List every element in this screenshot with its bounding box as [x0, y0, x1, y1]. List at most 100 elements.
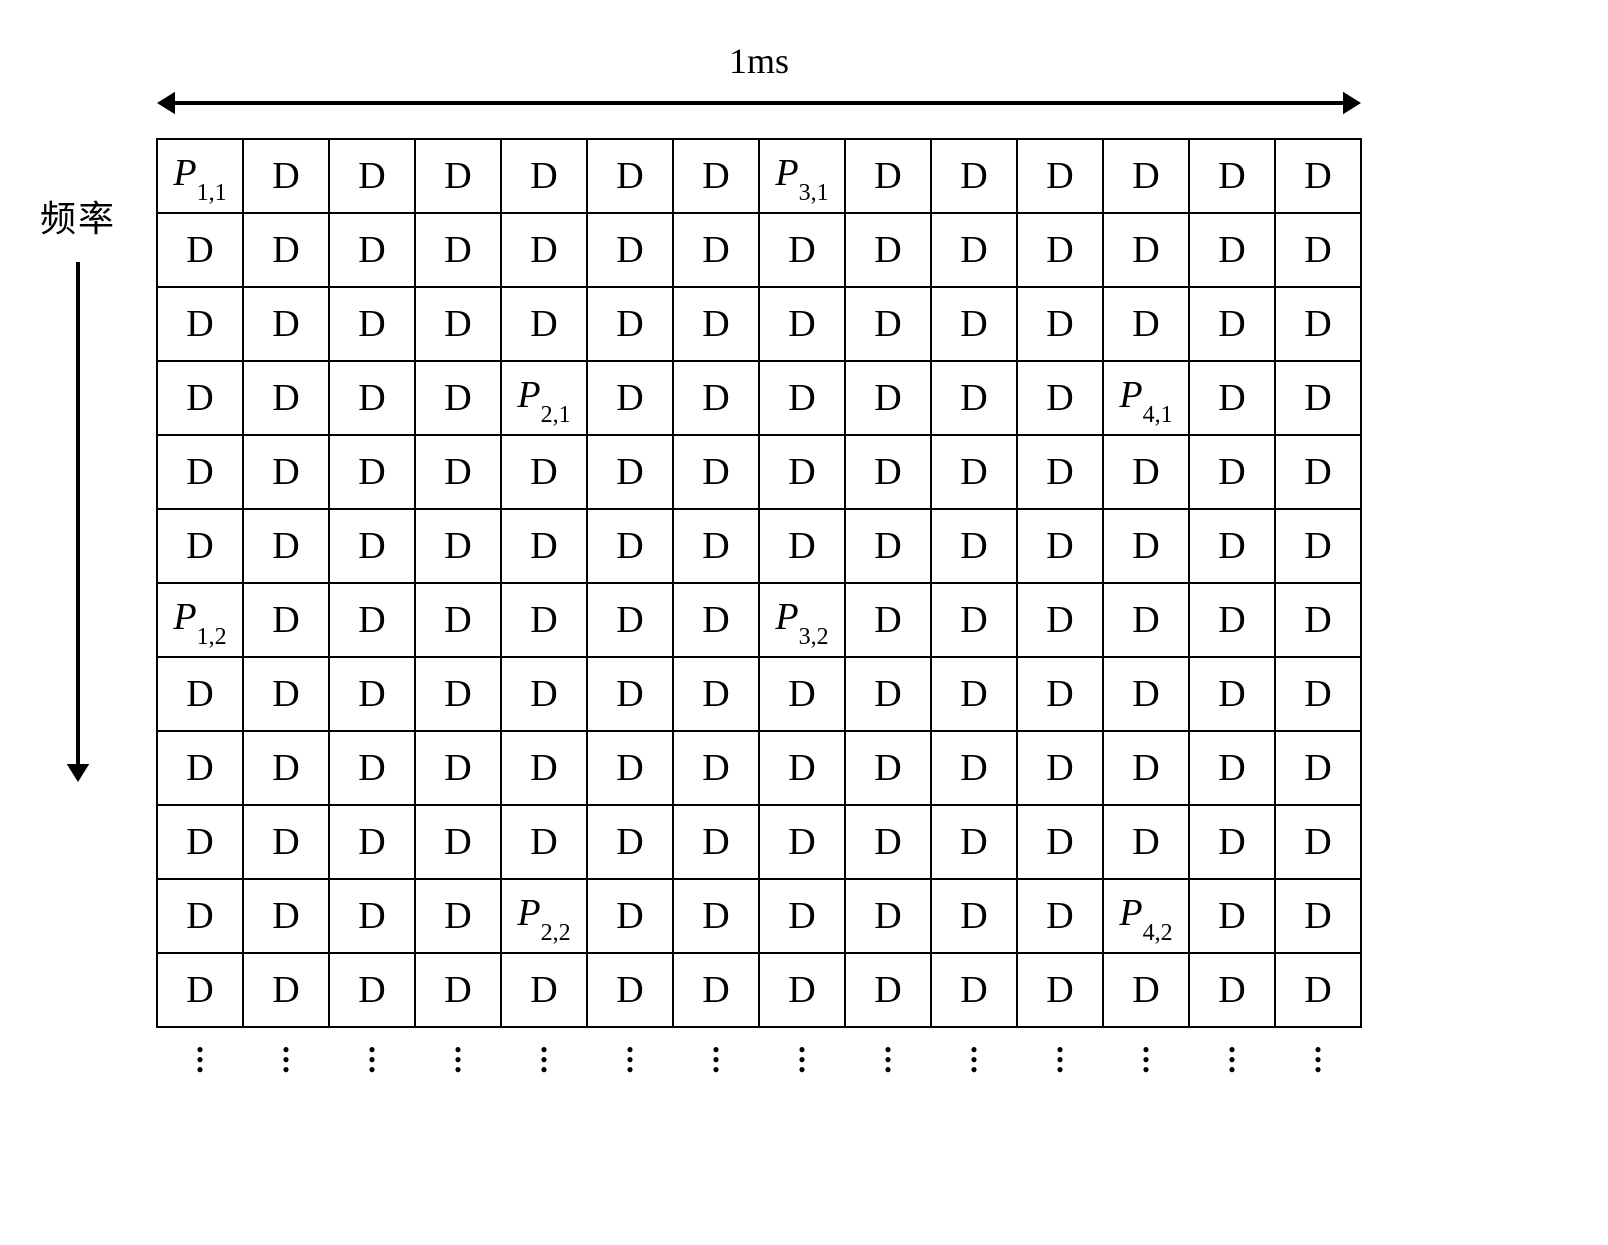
vdots-cell: ●●● [157, 1027, 243, 1081]
data-cell: D [759, 953, 845, 1027]
data-cell: D [1103, 731, 1189, 805]
data-cell: D [673, 139, 759, 213]
data-cell: D [329, 657, 415, 731]
data-cell: D [1189, 879, 1275, 953]
vdots-cell: ●●● [501, 1027, 587, 1081]
vdots-cell: ●●● [845, 1027, 931, 1081]
data-cell: D [243, 213, 329, 287]
vdots-row: ●●●●●●●●●●●●●●●●●●●●●●●●●●●●●●●●●●●●●●●●… [157, 1027, 1361, 1081]
data-cell: D [1017, 435, 1103, 509]
data-cell: D [587, 509, 673, 583]
data-cell: D [329, 583, 415, 657]
data-cell: D [759, 805, 845, 879]
vertical-ellipsis-icon: ●●● [1056, 1044, 1063, 1074]
data-cell: D [1017, 879, 1103, 953]
data-cell: D [759, 287, 845, 361]
data-cell: D [931, 879, 1017, 953]
data-cell: D [587, 583, 673, 657]
data-cell: D [1189, 287, 1275, 361]
data-cell: D [243, 953, 329, 1027]
data-cell: D [931, 435, 1017, 509]
data-cell: D [587, 139, 673, 213]
data-cell: D [673, 287, 759, 361]
data-cell: D [673, 213, 759, 287]
grid-row: DDDDDDDDDDDDDD [157, 805, 1361, 879]
data-cell: D [1103, 287, 1189, 361]
data-cell: D [157, 731, 243, 805]
vdots-cell: ●●● [329, 1027, 415, 1081]
vertical-ellipsis-icon: ●●● [1314, 1044, 1321, 1074]
vdots-cell: ●●● [1017, 1027, 1103, 1081]
data-cell: D [1017, 953, 1103, 1027]
data-cell: D [1017, 509, 1103, 583]
data-cell: D [931, 953, 1017, 1027]
data-cell: D [673, 509, 759, 583]
pilot-cell: P4,2 [1103, 879, 1189, 953]
data-cell: D [673, 953, 759, 1027]
data-cell: D [243, 361, 329, 435]
data-cell: D [415, 361, 501, 435]
data-cell: D [157, 361, 243, 435]
data-cell: D [845, 361, 931, 435]
data-cell: D [243, 805, 329, 879]
data-cell: D [415, 879, 501, 953]
data-cell: D [329, 805, 415, 879]
data-cell: D [845, 583, 931, 657]
vdots-cell: ●●● [1189, 1027, 1275, 1081]
data-cell: D [931, 139, 1017, 213]
vertical-ellipsis-icon: ●●● [368, 1044, 375, 1074]
pilot-symbol: P3,1 [775, 151, 828, 201]
data-cell: D [1103, 509, 1189, 583]
vertical-ellipsis-icon: ●●● [1228, 1044, 1235, 1074]
vertical-ellipsis-icon: ●●● [626, 1044, 633, 1074]
grid-row: DDDDDDDDDDDDDD [157, 213, 1361, 287]
data-cell: D [1275, 657, 1361, 731]
data-cell: D [1275, 583, 1361, 657]
data-cell: D [673, 657, 759, 731]
data-cell: D [157, 213, 243, 287]
data-cell: D [243, 583, 329, 657]
data-cell: D [845, 731, 931, 805]
data-cell: D [415, 287, 501, 361]
vertical-ellipsis-icon: ●●● [798, 1044, 805, 1074]
vdots-cell: ●●● [673, 1027, 759, 1081]
data-cell: D [587, 879, 673, 953]
data-cell: D [845, 953, 931, 1027]
vertical-ellipsis-icon: ●●● [454, 1044, 461, 1074]
data-cell: D [673, 731, 759, 805]
pilot-symbol: P4,1 [1119, 373, 1172, 423]
data-cell: D [673, 805, 759, 879]
data-cell: D [1189, 509, 1275, 583]
vertical-ellipsis-icon: ●●● [282, 1044, 289, 1074]
frequency-axis: 频率 [40, 190, 116, 782]
data-cell: D [1189, 139, 1275, 213]
data-cell: D [845, 139, 931, 213]
pilot-symbol: P3,2 [775, 595, 828, 645]
data-cell: D [329, 435, 415, 509]
data-cell: D [1189, 583, 1275, 657]
pilot-cell: P4,1 [1103, 361, 1189, 435]
data-cell: D [1275, 361, 1361, 435]
vdots-cell: ●●● [1103, 1027, 1189, 1081]
data-cell: D [157, 509, 243, 583]
data-cell: D [329, 731, 415, 805]
data-cell: D [587, 805, 673, 879]
data-cell: D [587, 435, 673, 509]
pilot-cell: P2,1 [501, 361, 587, 435]
data-cell: D [1017, 213, 1103, 287]
data-cell: D [1275, 213, 1361, 287]
pilot-cell: P3,2 [759, 583, 845, 657]
data-cell: D [157, 657, 243, 731]
data-cell: D [587, 213, 673, 287]
data-cell: D [587, 657, 673, 731]
resource-grid: P1,1DDDDDDP3,1DDDDDDDDDDDDDDDDDDDDDDDDDD… [156, 138, 1362, 1081]
data-cell: D [759, 213, 845, 287]
data-cell: D [1103, 213, 1189, 287]
pilot-cell: P3,1 [759, 139, 845, 213]
data-cell: D [243, 139, 329, 213]
data-cell: D [759, 657, 845, 731]
pilot-symbol: P1,1 [173, 151, 226, 201]
grid-row: P1,1DDDDDDP3,1DDDDDD [157, 139, 1361, 213]
data-cell: D [931, 657, 1017, 731]
pilot-symbol: P2,2 [517, 891, 570, 941]
